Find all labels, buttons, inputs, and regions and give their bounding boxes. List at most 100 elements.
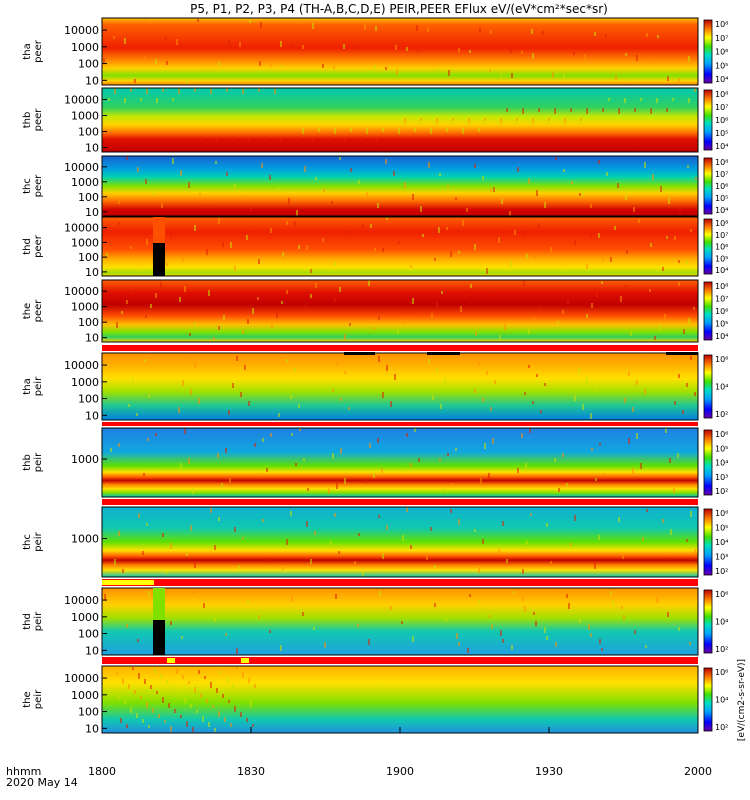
spectrogram-texture: [174, 709, 176, 713]
spectrogram-texture: [624, 98, 626, 103]
spectrogram-texture: [688, 318, 690, 324]
spectrogram-texture: [339, 287, 341, 292]
y-tick-label: 10: [85, 332, 99, 345]
colorbar-tick-label: 10⁴: [715, 332, 728, 341]
spectrogram-texture: [250, 208, 252, 212]
spectrogram-texture: [538, 223, 540, 228]
spectrogram-texture: [257, 297, 259, 300]
spectrogram-texture: [230, 723, 232, 727]
spectrogram-texture: [674, 401, 676, 405]
spectrogram-texture: [200, 693, 202, 698]
y-tick-label: 1000: [71, 689, 99, 702]
spectrogram-texture: [382, 128, 384, 132]
colorbar-tick-label: 10⁴: [715, 618, 728, 627]
spectrogram-texture: [306, 245, 308, 250]
spectrogram-texture: [290, 511, 292, 516]
colorbar-thb-peer: [703, 89, 713, 151]
spectrogram-texture: [622, 555, 624, 559]
spectrogram-texture: [625, 285, 627, 288]
spectrogram-texture: [664, 314, 666, 320]
spectrogram-texture: [196, 710, 198, 713]
spectrogram-texture: [207, 205, 209, 208]
spectrogram-texture: [558, 488, 560, 492]
spectrogram-texture: [431, 313, 433, 318]
spectrogram-texture: [291, 43, 293, 48]
y-axis-label-species: peer: [33, 174, 44, 198]
spectrogram-texture: [652, 174, 654, 180]
spectrogram-texture: [491, 624, 493, 629]
spectrogram-texture: [644, 162, 646, 168]
spectrogram-texture: [142, 719, 144, 723]
spectrogram-texture: [566, 594, 568, 598]
spectrogram-texture: [346, 231, 348, 235]
spectrogram-texture: [110, 448, 112, 452]
spectrogram-texture: [104, 594, 106, 600]
spectrogram-texture: [254, 443, 256, 447]
spectrogram-texture: [281, 301, 283, 304]
spectrogram-texture: [247, 600, 249, 605]
y-axis-label-species: peir: [33, 611, 44, 631]
panel-thc-peer: thcpeer 10 100 1000 10000 10⁴ 10⁵ 10⁶ 10⁷ 10⁸: [22, 155, 728, 219]
spectrogram-texture: [430, 128, 432, 134]
data-gap-top: [153, 217, 165, 243]
spectrogram-texture: [447, 185, 449, 188]
y-axis-label: thapeer: [22, 39, 44, 63]
spectrogram-texture: [206, 699, 208, 703]
spectrogram-texture: [562, 310, 564, 314]
spectrogram-texture: [452, 118, 454, 121]
spectrogram-texture: [312, 23, 314, 29]
spectrogram-texture: [414, 128, 416, 132]
colorbar-tick-label: 10⁴: [715, 538, 728, 547]
spectrogram-texture: [526, 541, 528, 545]
data-gap: [344, 352, 375, 355]
y-axis-label: thcpeer: [22, 174, 44, 198]
spectrogram-texture: [602, 257, 604, 261]
flag-bar: [102, 657, 698, 664]
spectrogram-texture: [222, 242, 224, 247]
panel-thc-peir: thcpeir 1000 10² 10³ 10⁴ 10⁵ 10⁶: [22, 506, 728, 578]
y-tick-label: 100: [78, 316, 99, 329]
spectrogram-texture: [288, 198, 290, 204]
colorbar-thd-peer: [703, 218, 713, 275]
colorbar-tick-label: 10⁵: [715, 444, 728, 453]
spectrogram-texture: [528, 178, 530, 184]
spectrogram-texture: [482, 176, 484, 180]
spectrogram-texture: [562, 453, 564, 457]
spectrogram-texture: [660, 186, 662, 192]
spectrogram-texture: [182, 675, 184, 679]
spectrogram-texture: [386, 525, 388, 530]
spectrogram-texture: [500, 630, 502, 636]
colorbar-tick-label: 10⁶: [715, 116, 728, 125]
spectrogram-texture: [478, 128, 480, 132]
spectrogram-texture: [666, 557, 668, 560]
spectrogram-texture: [339, 157, 341, 160]
spectrogram-texture: [480, 609, 482, 615]
spectrogram-texture: [291, 597, 293, 602]
spectrogram-texture: [218, 517, 220, 521]
spectrogram-texture: [430, 527, 432, 531]
spectrogram-texture: [521, 51, 523, 54]
spectrogram-texture: [603, 473, 605, 476]
spectrogram-texture: [377, 438, 379, 443]
y-tick-label: 100: [78, 191, 99, 204]
spectrogram-texture: [370, 224, 372, 228]
spectrogram-texture: [296, 138, 298, 141]
spectrogram-texture: [542, 31, 544, 35]
spectrogram-texture: [362, 224, 364, 227]
spectrogram-texture: [146, 702, 148, 708]
spectrogram-texture: [524, 606, 526, 612]
spectrogram-texture: [402, 535, 404, 541]
spectrogram-texture: [377, 203, 379, 208]
data-gap: [666, 352, 698, 355]
spectrogram-texture: [694, 88, 696, 92]
colorbar-tick-label: 10⁶: [715, 243, 728, 252]
colorbar-tick-label: 10⁶: [715, 355, 728, 364]
spectrogram-texture: [490, 188, 492, 192]
spectrogram-texture: [563, 74, 565, 79]
spectrogram-texture: [282, 567, 284, 570]
spectrogram-texture: [460, 306, 462, 312]
spectrogram-texture: [349, 323, 351, 326]
spectrogram-texture: [334, 128, 336, 134]
spectrogram-texture: [552, 72, 554, 78]
spectrogram-texture: [454, 547, 456, 550]
